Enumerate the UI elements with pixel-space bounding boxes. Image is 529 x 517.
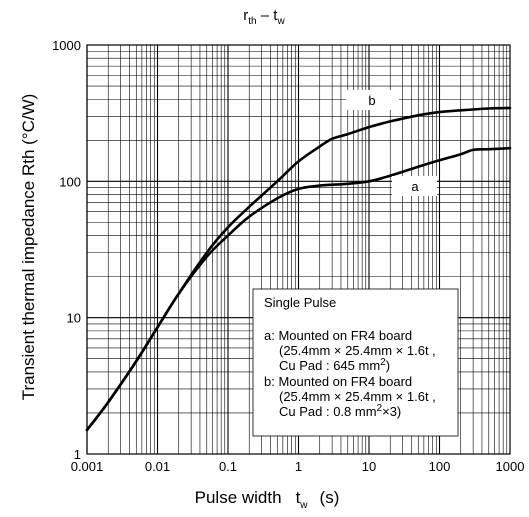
y-tick-label: 10 (67, 311, 81, 326)
plot-frame (86, 44, 511, 455)
tick-labels: 0.001 0.01 0.1 1 10 100 1000 1 10 100 1000 (52, 38, 524, 474)
x-tick-label: 10 (362, 459, 376, 474)
x-axis-label: Pulse width tw (s) (195, 488, 340, 511)
x-tick-label: 1000 (496, 459, 525, 474)
legend-b-line3-post: ×3) (382, 404, 401, 419)
legend-a-line3-pre: Cu Pad : 645 mm (279, 358, 380, 373)
legend-b-line3-pre: Cu Pad : 0.8 mm (279, 404, 377, 419)
x-tick-label: 100 (429, 459, 451, 474)
legend-b-line1: b: Mounted on FR4 board (264, 374, 412, 389)
legend-box-frame (252, 288, 459, 437)
chart-title-sub2: w (276, 16, 285, 27)
x-axis-label-sub: w (299, 500, 308, 511)
curve-label-a: a (411, 179, 419, 194)
x-tick-label: 0.01 (145, 459, 170, 474)
y-tick-label: 100 (59, 174, 81, 189)
legend-a-line3-sup: 2 (380, 357, 386, 368)
series-b-line (85, 106, 512, 432)
curve-label-a-box (392, 176, 437, 196)
chart-title-sub1: th (248, 16, 256, 27)
legend-title: Single Pulse (264, 295, 336, 310)
curve-label-b: b (368, 93, 375, 108)
chart-title: rth – tw (243, 7, 285, 27)
legend-box: Single Pulse a: Mounted on FR4 board (25… (252, 288, 459, 437)
x-axis-label-unit: (s) (320, 488, 340, 507)
legend-b-line3-sup: 2 (377, 403, 383, 414)
x-axis-label-main: Pulse width (195, 488, 282, 507)
legend-b-line3: Cu Pad : 0.8 mm2×3) (279, 403, 401, 419)
x-tick-label: 1 (295, 459, 302, 474)
x-tick-label: 0.1 (219, 459, 237, 474)
curve-label-b-group: b (346, 90, 399, 110)
chart-title-dash: – t (257, 7, 279, 24)
legend-b-line2: (25.4mm × 25.4mm × 1.6t , (279, 389, 436, 404)
y-tick-label: 1000 (52, 38, 81, 53)
curves (85, 106, 512, 432)
legend-a-line3: Cu Pad : 645 mm2) (279, 357, 390, 373)
curve-label-a-group: a (392, 176, 437, 196)
curve-label-b-box (346, 90, 399, 110)
x-axis-label-sym: t (296, 488, 301, 507)
chart-title-main: r (243, 7, 248, 24)
legend-a-line2: (25.4mm × 25.4mm × 1.6t , (279, 343, 436, 358)
y-axis-label: Transient thermal impedance Rth (°C/W) (19, 94, 38, 401)
y-tick-label: 1 (74, 447, 81, 462)
legend-a-line1: a: Mounted on FR4 board (264, 328, 412, 343)
x-tick-label: 0.001 (71, 459, 104, 474)
legend-a-line3-post: ) (386, 358, 390, 373)
